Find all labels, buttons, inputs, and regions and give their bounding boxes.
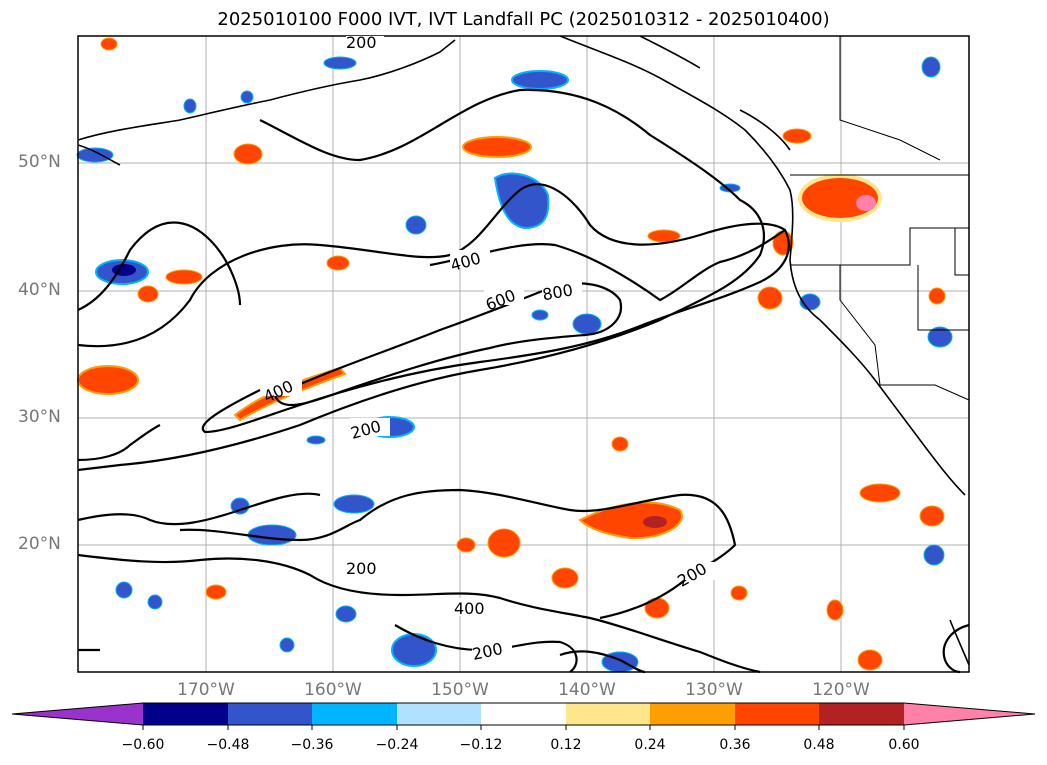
political-borders	[790, 36, 970, 401]
colorbar-bin	[481, 703, 566, 725]
positive-anomaly-blob	[798, 174, 882, 222]
negative-anomaly-blob	[76, 147, 114, 163]
negative-anomaly-blob	[405, 215, 427, 235]
negative-anomaly-blob	[927, 326, 953, 348]
negative-anomaly-blob	[335, 605, 357, 623]
positive-anomaly-blob	[919, 505, 945, 527]
positive-anomaly-blob	[611, 436, 629, 452]
positive-anomaly-blob	[826, 599, 844, 621]
positive-anomaly-blob	[487, 528, 521, 558]
colorbar-tick-label: 0.24	[634, 737, 666, 753]
colorbar-tick-label: 0.36	[719, 737, 751, 753]
colorbar-bin	[143, 703, 228, 725]
colorbar-tick-label: 0.12	[550, 737, 582, 753]
lon-label-140w: 140°W	[558, 680, 616, 700]
positive-anomaly-blob	[205, 584, 227, 600]
map-title: 2025010100 F000 IVT, IVT Landfall PC (20…	[217, 9, 830, 30]
negative-anomaly-blob	[279, 637, 295, 653]
negative-anomaly-blob	[147, 594, 163, 610]
lat-label-20n: 20°N	[18, 534, 61, 554]
negative-anomaly-blob	[306, 435, 326, 445]
colorbar	[11, 702, 1036, 730]
positive-anomaly-blob	[644, 597, 670, 619]
positive-anomaly-blob	[100, 37, 118, 51]
positive-anomaly-blob	[730, 585, 748, 601]
negative-anomaly-blob	[572, 313, 602, 335]
colorbar-bin	[566, 703, 650, 725]
positive-anomaly-blob	[165, 269, 203, 285]
colorbar-extend-high	[904, 703, 1035, 725]
colorbar-tick-label: −0.48	[206, 737, 250, 753]
negative-anomaly-blob	[493, 172, 550, 230]
positive-anomaly-blob	[928, 287, 946, 305]
lat-label-40n: 40°N	[18, 280, 61, 300]
positive-anomaly-blob	[857, 649, 883, 671]
colorbar-tick-label: −0.60	[121, 737, 165, 753]
colorbar-tick-label: −0.36	[290, 737, 334, 753]
colorbar-bin	[228, 703, 312, 725]
lat-label-50n: 50°N	[18, 152, 61, 172]
negative-anomaly-blob	[183, 98, 197, 114]
colorbar-bin	[819, 703, 904, 725]
positive-anomaly-blob	[859, 483, 901, 503]
lon-label-170w: 170°W	[177, 680, 235, 700]
colorbar-bin	[735, 703, 819, 725]
negative-anomaly-blob	[95, 259, 149, 285]
positive-anomaly-blob	[462, 136, 532, 158]
lat-label-30n: 30°N	[18, 407, 61, 427]
lon-label-150w: 150°W	[431, 680, 489, 700]
negative-anomaly-blob	[247, 524, 297, 546]
negative-anomaly-blob	[923, 544, 945, 566]
colorbar-bin	[397, 703, 481, 725]
negative-anomaly-blob	[333, 494, 375, 514]
map-panel	[78, 36, 969, 672]
colorbar-tick-label: −0.12	[459, 737, 503, 753]
negative-anomaly-blob	[531, 309, 549, 321]
positive-anomaly-blob	[551, 567, 579, 589]
contour-label: 200	[346, 559, 377, 578]
colorbar-tick-label: −0.24	[375, 737, 419, 753]
colorbar-bin	[312, 703, 397, 725]
negative-anomaly-blob	[511, 70, 569, 90]
colorbar-bin	[650, 703, 735, 725]
negative-anomaly-blob	[921, 56, 941, 78]
positive-anomaly-blob	[757, 286, 783, 310]
coastlines	[77, 35, 970, 666]
contour-label: 200	[346, 33, 377, 52]
positive-anomaly-blob	[137, 285, 159, 303]
negative-anomaly-blob	[323, 56, 357, 70]
positive-anomaly-blob	[77, 365, 139, 395]
negative-anomaly-blob	[240, 90, 254, 104]
lon-label-160w: 160°W	[304, 680, 362, 700]
contour-label: 400	[454, 599, 485, 618]
lon-label-130w: 130°W	[685, 680, 743, 700]
positive-anomaly-blob	[456, 537, 476, 553]
positive-anomaly-blob	[233, 143, 263, 165]
negative-anomaly-blob	[115, 581, 133, 599]
positive-anomaly-blob	[326, 255, 350, 271]
lon-label-120w: 120°W	[812, 680, 870, 700]
colorbar-extend-low	[12, 703, 143, 725]
colorbar-tick-label: 0.60	[888, 737, 920, 753]
positive-anomaly-blob	[782, 128, 812, 144]
colorbar-tick-label: 0.48	[803, 737, 835, 753]
map-frame	[77, 35, 970, 673]
negative-anomaly-blob	[391, 633, 437, 667]
